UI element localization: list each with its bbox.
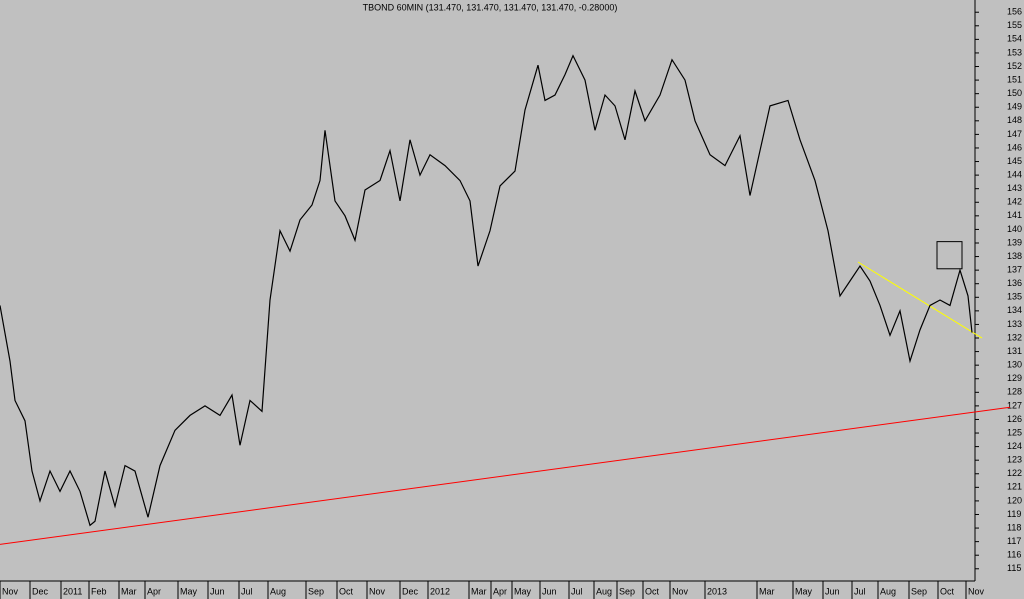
y-tick-label: 116 <box>1007 550 1021 560</box>
x-tick-label: Jul <box>241 586 253 596</box>
y-tick-label: 145 <box>1007 156 1022 166</box>
x-tick-label: Oct <box>940 586 955 596</box>
x-tick-label: Aug <box>880 586 896 596</box>
x-tick-label: Aug <box>270 586 286 596</box>
trendline <box>857 261 983 339</box>
y-tick-label: 128 <box>1007 387 1022 397</box>
x-tick-label: Dec <box>402 586 419 596</box>
x-tick-label: Nov <box>968 586 985 596</box>
y-tick-label: 143 <box>1007 183 1022 193</box>
x-tick-label: Sep <box>308 586 324 596</box>
x-tick-label: 2012 <box>430 586 450 596</box>
y-tick-label: 122 <box>1007 468 1022 478</box>
y-tick-label: 140 <box>1007 224 1022 234</box>
y-tick-label: 155 <box>1007 20 1022 30</box>
x-tick-label: Apr <box>493 586 507 596</box>
y-tick-label: 154 <box>1007 34 1022 44</box>
x-tick-label: May <box>514 586 532 596</box>
trendline <box>0 406 1011 545</box>
y-tick-label: 127 <box>1007 400 1022 410</box>
x-tick-label: 2013 <box>707 586 727 596</box>
y-tick-label: 132 <box>1007 332 1022 342</box>
x-tick-label: Jul <box>854 586 866 596</box>
y-tick-label: 135 <box>1007 292 1022 302</box>
y-tick-label: 126 <box>1007 414 1022 424</box>
y-tick-label: 115 <box>1007 563 1021 573</box>
x-tick-label: Jun <box>542 586 557 596</box>
y-tick-label: 134 <box>1007 305 1022 315</box>
y-tick-label: 144 <box>1007 169 1022 179</box>
price-line <box>0 54 973 527</box>
y-tick-label: 133 <box>1007 319 1022 329</box>
x-tick-label: Jul <box>571 586 583 596</box>
y-tick-label: 147 <box>1007 129 1022 139</box>
y-tick-label: 142 <box>1007 197 1022 207</box>
y-tick-label: 121 <box>1007 482 1022 492</box>
y-tick-label: 138 <box>1007 251 1022 261</box>
x-tick-label: 2011 <box>63 586 82 596</box>
x-tick-label: Jun <box>825 586 840 596</box>
x-tick-label: Feb <box>91 586 107 596</box>
y-tick-label: 137 <box>1007 265 1022 275</box>
y-tick-label: 123 <box>1007 455 1022 465</box>
x-tick-label: May <box>795 586 813 596</box>
chart-title: TBOND 60MIN (131.470, 131.470, 131.470, … <box>363 2 618 12</box>
annotation-box <box>936 241 963 270</box>
y-tick-label: 148 <box>1007 115 1022 125</box>
y-tick-label: 141 <box>1007 210 1022 220</box>
x-tick-label: Nov <box>369 586 386 596</box>
y-tick-label: 130 <box>1007 360 1022 370</box>
x-tick-label: Sep <box>619 586 635 596</box>
y-tick-label: 118 <box>1007 522 1021 532</box>
x-tick-label: Mar <box>471 586 487 596</box>
y-tick-label: 124 <box>1007 441 1022 451</box>
y-tick-label: 149 <box>1007 102 1022 112</box>
x-tick-label: Aug <box>596 586 612 596</box>
x-tick-label: Apr <box>147 586 161 596</box>
x-tick-label: Mar <box>759 586 775 596</box>
x-tick-label: Nov <box>2 586 19 596</box>
x-tick-label: Jun <box>210 586 225 596</box>
y-tick-label: 153 <box>1007 47 1022 57</box>
x-tick-label: Oct <box>645 586 660 596</box>
y-tick-label: 129 <box>1007 373 1022 383</box>
x-tick-label: May <box>180 586 198 596</box>
y-tick-label: 151 <box>1007 74 1022 84</box>
y-tick-label: 146 <box>1007 142 1022 152</box>
x-tick-label: Mar <box>121 586 137 596</box>
y-tick-label: 150 <box>1007 88 1022 98</box>
x-tick-label: Oct <box>339 586 354 596</box>
y-tick-label: 117 <box>1007 536 1021 546</box>
y-tick-label: 136 <box>1007 278 1022 288</box>
y-tick-label: 125 <box>1007 427 1022 437</box>
y-tick-label: 152 <box>1007 61 1022 71</box>
y-tick-label: 119 <box>1007 509 1021 519</box>
y-tick-label: 120 <box>1007 495 1022 505</box>
x-tick-label: Sep <box>911 586 927 596</box>
y-tick-label: 156 <box>1007 7 1022 17</box>
x-tick-label: Nov <box>672 586 689 596</box>
y-tick-label: 139 <box>1007 237 1022 247</box>
y-tick-label: 131 <box>1007 346 1022 356</box>
x-tick-label: Dec <box>32 586 49 596</box>
